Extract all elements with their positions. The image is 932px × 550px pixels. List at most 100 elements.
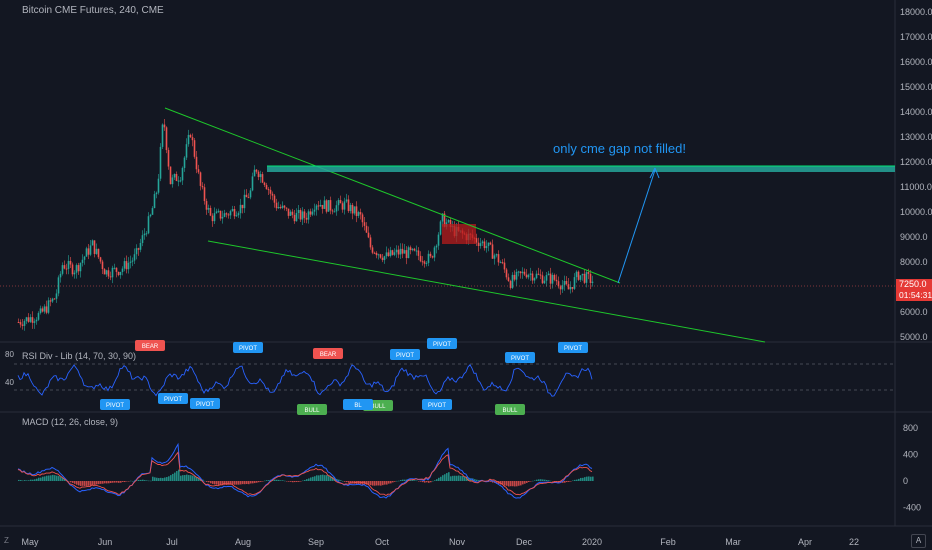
candle-body — [159, 146, 162, 179]
candle-body — [225, 213, 228, 215]
price-tick-label: 15000.0 — [900, 82, 932, 92]
candle-body — [423, 261, 426, 264]
candle-body — [129, 261, 132, 263]
pivot-label-badge — [343, 399, 373, 410]
macd-histogram-bar — [202, 479, 204, 481]
macd-histogram-bar — [26, 480, 28, 481]
pivot-label-text: PIVOT — [396, 353, 414, 359]
macd-histogram-bar — [370, 481, 372, 486]
macd-histogram-bar — [28, 480, 30, 481]
candle-body — [581, 273, 584, 276]
macd-histogram-bar — [524, 481, 526, 484]
candle-body — [519, 271, 522, 274]
macd-histogram-bar — [418, 481, 420, 482]
candle-body — [55, 293, 58, 299]
candle-body — [197, 169, 200, 173]
macd-histogram-bar — [582, 477, 584, 481]
macd-histogram-bar — [146, 480, 148, 481]
macd-histogram-bar — [412, 479, 414, 481]
candle-body — [183, 157, 186, 168]
pivot-label-badge — [390, 349, 420, 360]
auto-scale-button[interactable]: A — [911, 534, 926, 548]
price-tick-label: 18000.0 — [900, 7, 932, 17]
candle-body — [141, 235, 144, 243]
macd-histogram-bar — [490, 481, 492, 482]
macd-histogram-bar — [502, 481, 504, 485]
candle-body — [179, 180, 182, 182]
macd-histogram-bar — [154, 477, 156, 481]
candle-body — [23, 321, 26, 326]
pivot-label-badge — [427, 338, 457, 349]
macd-histogram-bar — [240, 481, 242, 485]
candle-body — [155, 192, 158, 195]
macd-histogram-bar — [474, 479, 476, 481]
macd-histogram-bar — [590, 476, 592, 481]
candle-body — [103, 269, 106, 275]
macd-histogram-bar — [552, 481, 554, 482]
macd-histogram-bar — [84, 481, 86, 486]
macd-histogram-bar — [378, 481, 380, 486]
bear-zone — [442, 224, 476, 244]
candle-body — [29, 317, 32, 322]
candle-body — [391, 250, 394, 255]
candle-body — [355, 206, 358, 216]
candle-body — [563, 280, 566, 286]
pivot-label-badge — [100, 399, 130, 410]
time-tick-label: 2020 — [582, 537, 602, 547]
candle-body — [499, 262, 502, 264]
candle-body — [77, 265, 80, 272]
time-tick-label: Mar — [725, 537, 741, 547]
macd-histogram-bar — [516, 481, 518, 487]
macd-histogram-bar — [436, 479, 438, 481]
macd-histogram-bar — [508, 481, 510, 487]
candle-body — [435, 245, 438, 248]
macd-histogram-bar — [464, 476, 466, 481]
macd-histogram-bar — [150, 480, 152, 482]
candle-body — [69, 260, 72, 265]
candle-body — [145, 233, 148, 235]
macd-histogram-bar — [424, 481, 426, 483]
macd-histogram-bar — [576, 479, 578, 481]
macd-histogram-bar — [348, 481, 350, 483]
macd-histogram-bar — [36, 478, 38, 481]
macd-histogram-bar — [164, 477, 166, 481]
candle-body — [97, 248, 100, 258]
macd-histogram-bar — [528, 481, 530, 483]
candle-body — [419, 255, 422, 262]
pivot-label-text: PIVOT — [511, 356, 529, 362]
macd-histogram-bar — [488, 481, 490, 483]
macd-histogram-bar — [540, 479, 542, 481]
pivot-label-text: PIVOT — [239, 346, 257, 352]
candle-body — [101, 261, 104, 270]
macd-histogram-bar — [386, 481, 388, 485]
macd-histogram-bar — [438, 477, 440, 481]
macd-histogram-bar — [510, 481, 512, 487]
candle-body — [561, 285, 564, 290]
macd-histogram-bar — [44, 476, 46, 481]
candle-body — [137, 248, 140, 250]
candle-body — [109, 276, 112, 278]
macd-histogram-bar — [32, 479, 34, 481]
macd-histogram-bar — [550, 480, 552, 482]
candle-body — [105, 270, 108, 275]
pivot-label-badge — [495, 404, 525, 415]
candle-body — [59, 273, 62, 278]
candle-body — [405, 250, 408, 259]
wedge-lower-line — [207, 240, 766, 343]
timezone-button[interactable]: Z — [4, 536, 9, 545]
candle-body — [61, 265, 64, 274]
macd-histogram-bar — [70, 481, 72, 483]
candle-body — [381, 257, 384, 261]
pivot-label-text: BEAR — [320, 352, 337, 358]
candle-body — [153, 194, 156, 209]
candle-body — [441, 213, 444, 222]
macd-histogram-bar — [548, 480, 550, 481]
macd-histogram-bar — [492, 481, 494, 483]
macd-histogram-bar — [518, 481, 520, 486]
time-tick-label: Aug — [235, 537, 251, 547]
macd-histogram-bar — [402, 479, 404, 481]
macd-histogram-bar — [56, 475, 58, 481]
macd-histogram-bar — [180, 475, 182, 481]
candle-body — [589, 273, 592, 283]
